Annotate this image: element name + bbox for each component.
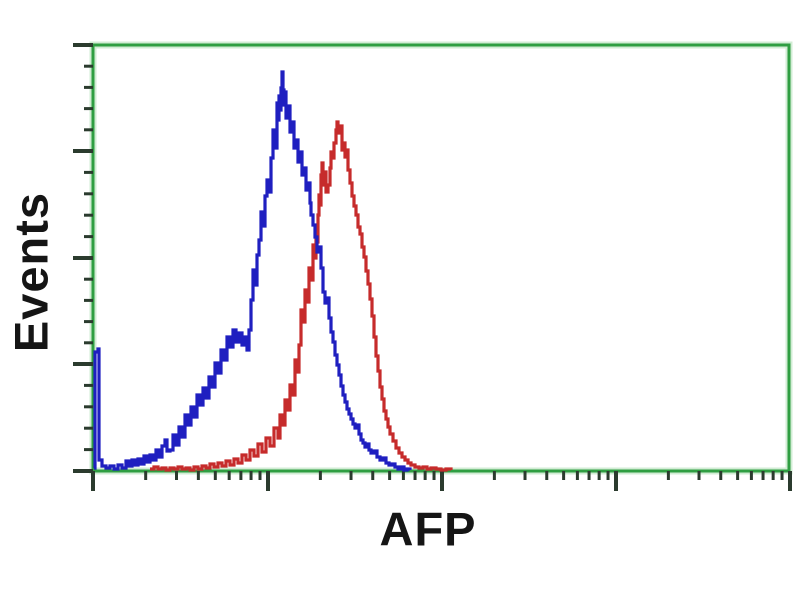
histogram-curve-red: [150, 120, 453, 472]
x-axis-label: AFP: [379, 502, 477, 556]
y-axis-label: Events: [4, 191, 58, 353]
histogram-curve-blue: [93, 70, 412, 472]
